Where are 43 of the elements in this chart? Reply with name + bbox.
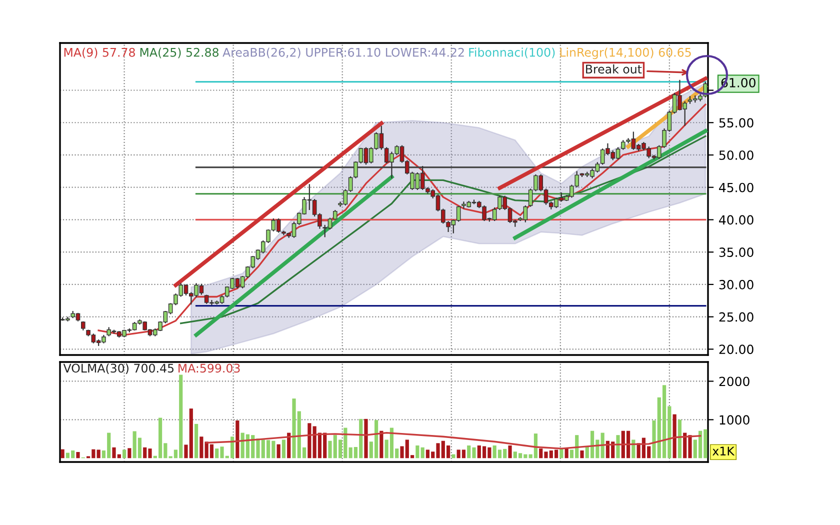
y-tick-label: 20.00: [719, 344, 754, 354]
y-tick-label: 45.00: [719, 182, 754, 192]
bar: [308, 423, 312, 458]
y-tick-label: 55.00: [719, 118, 754, 128]
chart-title: VOLMA(30) 700.45: [63, 364, 174, 374]
bar: [672, 414, 676, 458]
text: x1K: [712, 446, 735, 456]
bar: [580, 450, 584, 458]
annotation: AreaBB(26,2) UPPER:61.10 LOWER:44.22: [222, 48, 464, 58]
bar: [416, 445, 420, 458]
bar: [76, 452, 80, 458]
bar: [678, 420, 682, 458]
bar: [96, 450, 100, 458]
bar: [60, 449, 64, 458]
bar: [128, 448, 132, 458]
candlestick: [620, 140, 626, 150]
y-tick-label: 2000: [719, 376, 750, 386]
bar: [364, 418, 368, 458]
y-tick-label: 35.00: [719, 248, 754, 258]
text: Fibonnaci(100): [469, 48, 555, 58]
bar: [282, 440, 286, 458]
bar: [200, 436, 204, 458]
y-tick-label: 40.00: [719, 215, 754, 225]
annotation: Break out: [586, 64, 642, 74]
text: LinRegr(14,100) 60.65: [560, 48, 691, 60]
text: MA(9) 57.78: [64, 48, 135, 58]
line-series: [98, 104, 706, 336]
bar: [276, 444, 280, 458]
y-tick-label: 50.00: [719, 150, 754, 160]
bar: [616, 435, 620, 458]
line-series: [206, 432, 702, 450]
bar: [194, 424, 198, 458]
line-series: [180, 135, 706, 324]
bar: [508, 445, 512, 458]
bar: [380, 430, 384, 458]
bar: [236, 420, 240, 458]
bar: [420, 447, 424, 458]
y-tick-label: 1000: [720, 415, 750, 425]
text: MA(25) 52.88: [140, 48, 218, 58]
y-tick-label: 30.00: [719, 280, 754, 290]
text: MA:599.03: [178, 364, 240, 373]
bar: [122, 450, 126, 458]
y-tick-label: 25.00: [719, 312, 754, 322]
